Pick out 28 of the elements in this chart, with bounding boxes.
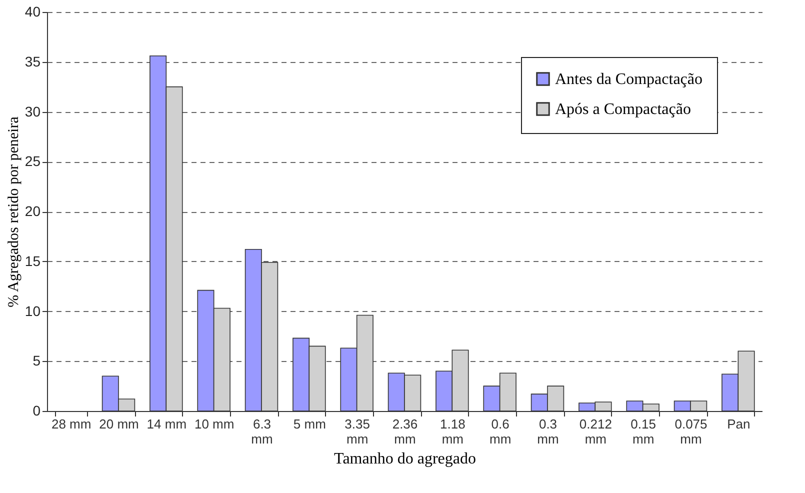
legend-label: Antes da Compactação (555, 71, 702, 88)
x-tick-label: 0.15 mm (630, 416, 656, 446)
y-tick-label: 25 (24, 153, 41, 170)
y-tick-label: 40 (24, 4, 41, 20)
x-tick-label: 10 mm (194, 416, 234, 432)
x-tick-label: 5 mm (293, 416, 326, 432)
x-tick-label: 0.212 mm (579, 416, 612, 446)
legend-label: Após a Compactação (555, 101, 691, 118)
x-tick-label: 6.3 mm (251, 416, 273, 446)
x-tick-label: 0.075 mm (674, 416, 708, 446)
x-tick-label: 14 mm (146, 416, 187, 432)
x-tick-label: 20 mm (99, 416, 139, 432)
x-tick-label: Pan (727, 416, 750, 432)
y-tick-label: 10 (24, 302, 41, 319)
x-tick-label: 0.6 mm (489, 416, 512, 446)
y-tick-label: 35 (24, 53, 41, 70)
x-tick-label: 1.18 mm (440, 416, 466, 446)
y-tick-label: 30 (24, 103, 41, 120)
x-tick-label: 2.36 mm (392, 416, 418, 446)
x-tick-label: 3.35 mm (344, 416, 370, 446)
y-axis-title: % Agregados retido por peneira (6, 116, 22, 308)
y-tick-label: 0 (32, 402, 41, 418)
x-tick-label: 0.3 mm (537, 416, 559, 446)
y-tick-label: 20 (24, 203, 41, 219)
y-tick-label: 15 (24, 252, 41, 269)
x-axis-title: Tamanho do agregado (334, 450, 476, 468)
x-tick-label: 28 mm (51, 416, 92, 432)
y-tick-label: 5 (32, 352, 41, 369)
